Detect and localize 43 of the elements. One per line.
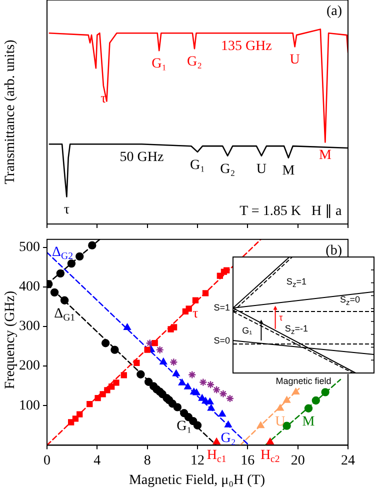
annotation: G₁ [176,419,192,434]
annotation: τ [64,202,70,218]
annotation: U [256,162,267,177]
annotation: U [290,52,300,68]
annotation: G₂ [186,54,202,70]
annotation: S=0 [214,335,230,346]
annotation: G₁ [242,326,252,336]
y-axis-title: Transmittance (arb. units) [3,40,19,184]
text: Magnetic field [276,376,332,386]
y-tick-label: 400 [19,280,40,295]
annotation: G₁ [190,158,206,173]
annotation: M [318,148,332,164]
annotation: S$_{z}$=1 [286,276,306,289]
annotation: G₁ [152,56,167,72]
x-tick-label: 4 [94,453,101,468]
text: (a) [326,4,342,19]
annotation: S$_{z}$=-1 [284,323,308,336]
annotation: S$_{z}$=0 [340,294,360,308]
y-tick-label: 100 [19,398,40,414]
x-tick-label: 0 [44,453,50,468]
annotation: G₂ [220,162,236,177]
x-tick-label: 24 [341,453,355,468]
x-tick-label: 20 [290,453,305,468]
annotation: τ [192,306,199,322]
y-tick-label: 200 [19,358,40,374]
annotation: 50 GHz [120,150,164,166]
x-tick-label: 8 [144,453,151,468]
y-tick-label: 500 [19,240,40,255]
annotation: M [302,414,316,430]
annotation: τ [100,92,107,107]
annotation: T = 1.85 K H ∥ a [240,204,343,220]
y-tick-label: 300 [19,319,40,334]
annotation: M [282,164,296,179]
annotation: G₂ [220,430,236,446]
annotation: U [275,414,286,430]
annotation: (b) [326,243,342,258]
annotation: S=1 [214,302,230,313]
x-axis-title: Magnetic Field, μ₀H (T) [128,473,266,489]
annotation: τ [279,312,283,323]
annotation: 135 GHz [220,39,272,54]
x-tick-label: 16 [240,453,255,468]
x-tick-label: 12 [190,453,204,468]
y-axis-title: Frequency (GHz) [3,290,19,390]
